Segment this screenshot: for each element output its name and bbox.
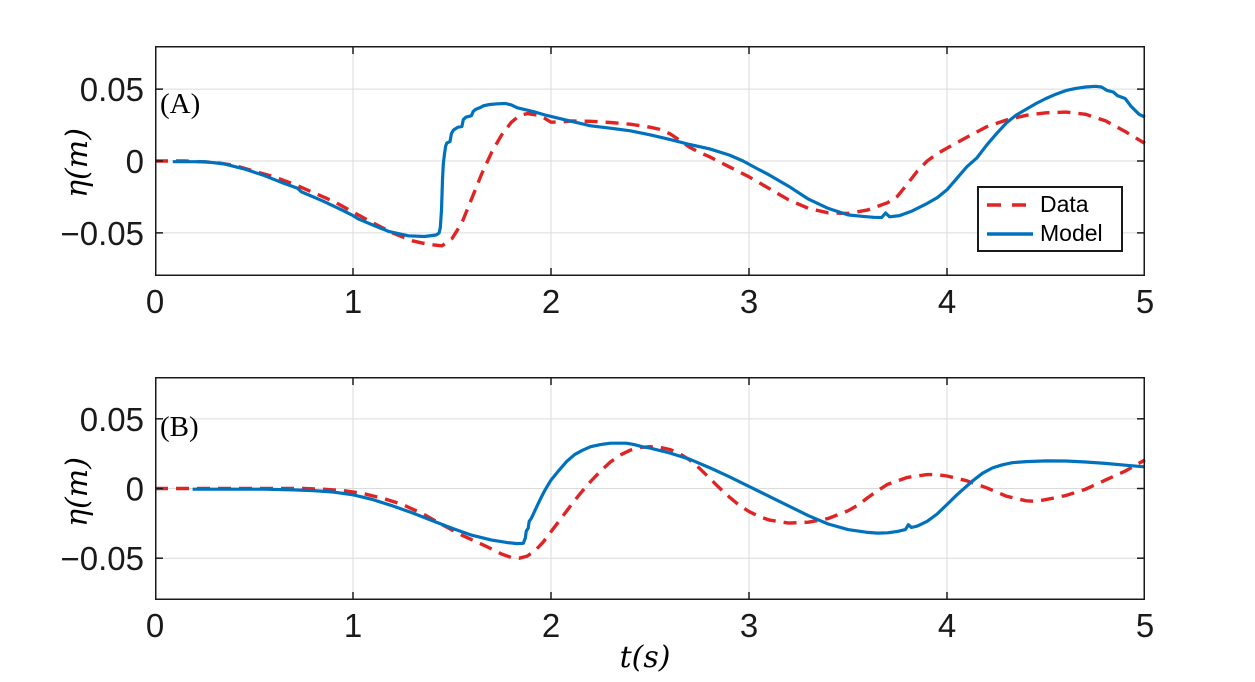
- x-tick-label: 4: [938, 607, 956, 644]
- legend: Data Model: [977, 186, 1123, 252]
- x-tick-label: 1: [344, 283, 362, 320]
- y-tick-label: −0.05: [61, 215, 145, 252]
- x-tick-label: 3: [740, 607, 758, 644]
- legend-entry-data: Data: [979, 190, 1121, 219]
- x-tick-label: 5: [1136, 607, 1154, 644]
- x-tick-label: 5: [1136, 283, 1154, 320]
- series-line-model: [192, 441, 1146, 546]
- x-axis-label: t(s): [619, 640, 671, 675]
- model-line-sample: [987, 231, 1033, 236]
- y-axis-label-a: η(m): [60, 128, 95, 198]
- x-tick-label: 2: [542, 607, 560, 644]
- legend-label-model: Model: [1040, 220, 1103, 246]
- panel-label-a: (A): [160, 88, 201, 120]
- series-line-data: [155, 444, 1146, 560]
- legend-entry-model: Model: [979, 219, 1121, 248]
- data-line-sample: [987, 202, 1033, 207]
- x-tick-label: 0: [146, 607, 164, 644]
- x-tick-label: 4: [938, 283, 956, 320]
- series-line-model: [172, 84, 1146, 239]
- y-tick-label: 0: [126, 143, 144, 180]
- x-tick-label: 1: [344, 607, 362, 644]
- x-tick-label: 2: [542, 283, 560, 320]
- y-tick-label: 0.05: [80, 71, 144, 108]
- y-tick-label: 0: [126, 471, 144, 508]
- legend-label-data: Data: [1040, 191, 1089, 217]
- y-tick-label: 0.05: [80, 401, 144, 438]
- y-axis-label-b: η(m): [60, 457, 95, 527]
- x-tick-label: 3: [740, 283, 758, 320]
- x-tick-label: 0: [146, 283, 164, 320]
- panel-label-b: (B): [160, 411, 199, 443]
- y-tick-label: −0.05: [61, 540, 145, 577]
